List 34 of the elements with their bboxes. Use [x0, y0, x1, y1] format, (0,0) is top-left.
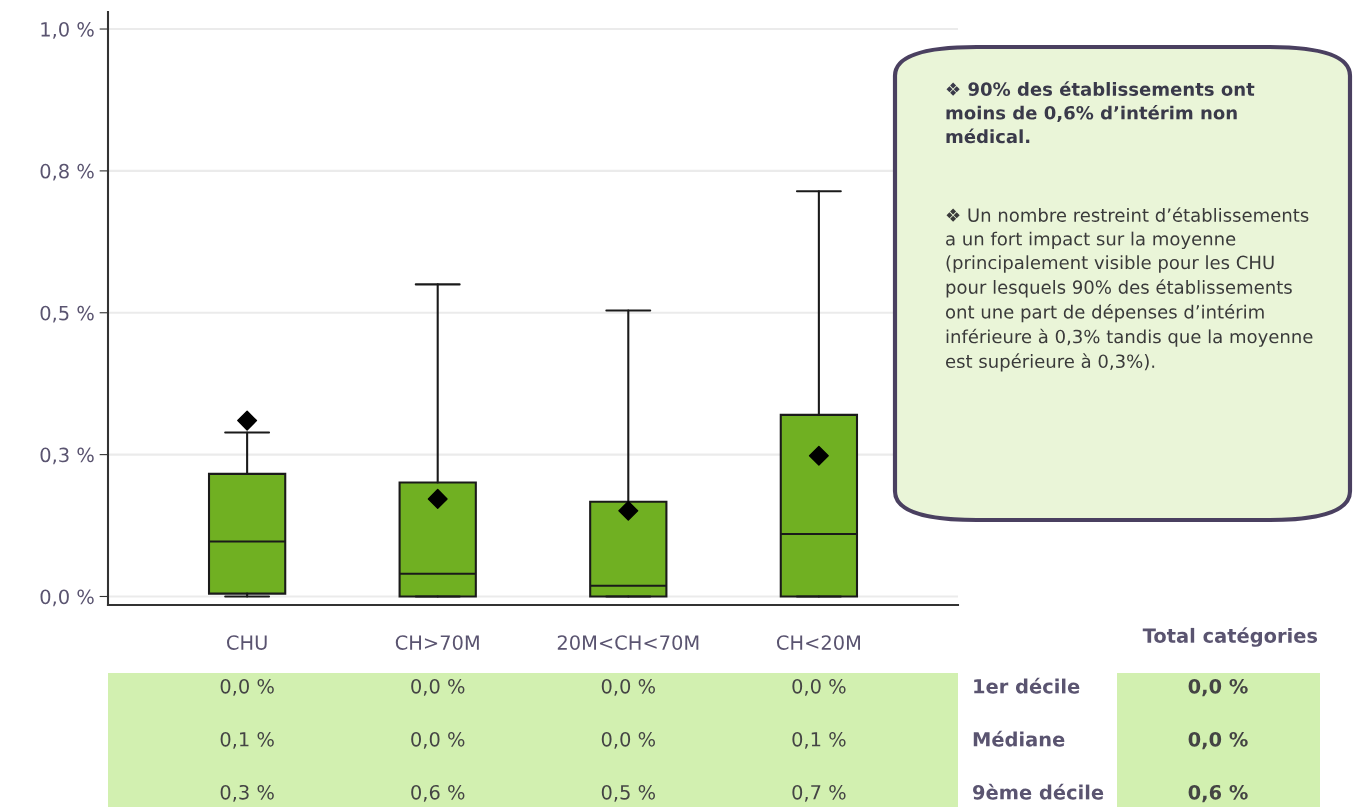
text: 0,0 % — [601, 678, 656, 696]
text: 0,5 % — [601, 784, 656, 802]
text: 0,0 % — [411, 678, 465, 696]
text: 0,7 % — [792, 784, 846, 802]
text: 0,0 % — [1188, 678, 1248, 697]
y-tick-label: 1,0 % — [41, 21, 94, 39]
y-tick-label: 0,0 % — [40, 589, 94, 607]
text: 1er décile — [974, 677, 1080, 694]
text: 0,6 % — [411, 784, 465, 802]
point — [808, 445, 829, 466]
text: 0,1 % — [792, 731, 846, 749]
x-tick-label: 20M<CH<70M — [557, 635, 699, 650]
point — [237, 410, 258, 431]
x-tick-label: CH<20M — [776, 635, 860, 650]
annotation: ❖ Un nombre restreint d’établissements a un fort impact sur la moyenne (principalement visible pour les CHU pour lesquels 90% des établissements ont une part de dépenses d’intérim inférieure à 0,3% tandis que la moyenne est supérieure à 0,3%). — [946, 207, 1313, 372]
text: Médiane — [973, 730, 1065, 747]
text: 0,1 % — [220, 731, 274, 749]
point — [618, 500, 639, 521]
y-tick-label: 0,3 % — [40, 447, 94, 465]
y-tick-label: 0,5 % — [40, 305, 94, 323]
text: 0,6 % — [1188, 784, 1248, 803]
text: Total catégories — [1142, 627, 1318, 647]
text: 0,0 % — [220, 678, 274, 696]
text: 9ème décile — [973, 783, 1104, 800]
point — [427, 488, 448, 509]
text: 0,0 % — [792, 678, 846, 696]
x-tick-label: CHU — [227, 635, 267, 650]
text: 0,0 % — [411, 731, 465, 749]
annotation: ❖ 90% des établissements ont moins de 0,6% d’intérim non médical. — [946, 81, 1255, 144]
x-tick-label: CH>70M — [395, 635, 479, 650]
text: 0,3 % — [220, 784, 274, 802]
text: 0,0 % — [1188, 731, 1248, 750]
y-tick-label: 0,8 % — [40, 163, 94, 181]
text: 0,0 % — [601, 731, 656, 749]
